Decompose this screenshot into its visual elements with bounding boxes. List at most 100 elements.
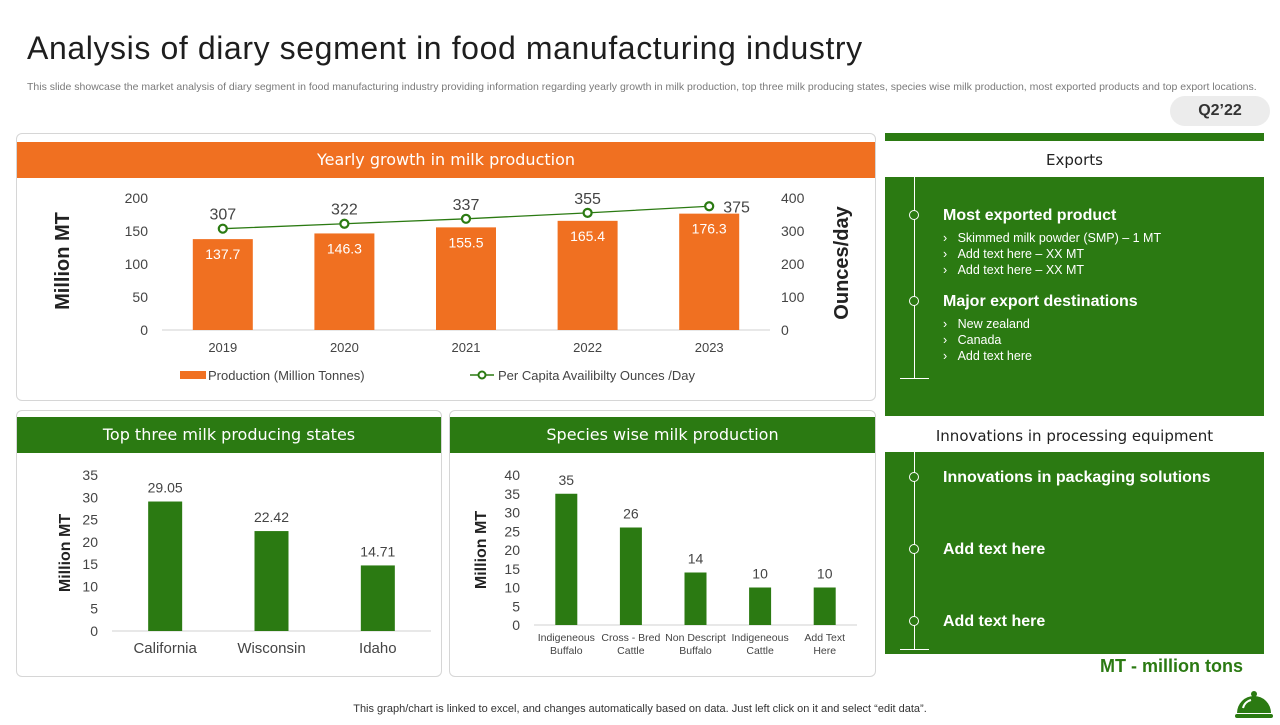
bar-data-label: 10 (752, 566, 768, 582)
export-sub-item: › Add text here – XX MT (943, 263, 1085, 277)
timeline-dot-icon (909, 544, 919, 554)
innovations-timeline-end (900, 649, 929, 650)
export-sub-item: › Add text here (943, 349, 1032, 363)
bar (148, 501, 183, 631)
y-axis-title: Million MT (52, 212, 74, 310)
bar-production (557, 220, 618, 330)
page-title: Analysis of diary segment in food manufa… (27, 30, 863, 66)
page-subtitle: This slide showcase the market analysis … (27, 81, 1257, 93)
y2-tick-label: 100 (781, 289, 805, 305)
x-tick-label: Cattle (617, 645, 645, 657)
yearly-growth-panel: Yearly growth in milk production 0 50 100 1… (16, 133, 876, 401)
y-tick-label: 30 (504, 505, 520, 521)
x-tick-label: Wisconsin (237, 640, 305, 657)
innovations-box: Innovations in packaging solutions Add t… (885, 452, 1264, 654)
y-tick-label: 100 (125, 256, 149, 272)
y-tick-label: 5 (90, 601, 98, 617)
legend-marker-per-capita (477, 370, 487, 380)
y-tick-label: 10 (82, 578, 98, 594)
line-point (460, 213, 472, 224)
line-data-label: 375 (723, 199, 750, 216)
export-item-title: Most exported product (943, 207, 1117, 224)
yearly-growth-header: Yearly growth in milk production (17, 142, 875, 178)
line-point (704, 201, 715, 212)
line-data-label: 307 (209, 207, 236, 224)
timeline-dot-icon (909, 472, 919, 482)
bar-data-label: 14.71 (360, 543, 395, 559)
y-tick-label: 35 (82, 467, 98, 483)
innovations-heading: Innovations in processing equipment (935, 427, 1214, 445)
y2-axis-title: Ounces/day (831, 205, 853, 319)
export-sub-item: › Add text here – XX MT (943, 247, 1085, 261)
bar-data-label: 137.7 (205, 246, 240, 262)
x-tick-label: Cattle (746, 645, 774, 657)
quarter-badge: Q2’22 (1170, 96, 1270, 126)
top-states-panel: Top three milk producing states 0 5 10 15 20… (16, 410, 442, 677)
y2-tick-label: 400 (781, 190, 805, 206)
x-tick-label: Add Text (804, 632, 845, 644)
export-sub-item: › Canada (943, 333, 1002, 347)
innovation-item: Add text here (943, 613, 1046, 630)
bar (254, 531, 289, 631)
bar-data-label: 35 (559, 472, 575, 488)
y-tick-label: 50 (132, 289, 148, 305)
bar (619, 527, 642, 625)
line-point (582, 207, 593, 218)
line-point (217, 223, 228, 234)
bar-data-label: 176.3 (692, 221, 727, 237)
chevron-right-icon: › (943, 317, 958, 331)
y-tick-label: 30 (82, 489, 98, 505)
y-tick-label: 25 (504, 523, 520, 539)
y-tick-label: 40 (504, 467, 520, 483)
bar (684, 572, 707, 625)
top-states-title: Top three milk producing states (102, 425, 356, 444)
chevron-right-icon: › (943, 247, 958, 261)
bar-data-label: 10 (817, 566, 833, 582)
x-tick-label: California (133, 640, 197, 657)
y2-tick-label: 300 (781, 223, 805, 239)
y-axis-title: Million MT (473, 511, 490, 589)
y-tick-label: 15 (504, 561, 520, 577)
chevron-right-icon: › (943, 333, 958, 347)
x-tick-label: 2020 (330, 340, 359, 355)
y2-tick-label: 0 (781, 322, 789, 338)
y-tick-label: 20 (82, 534, 98, 550)
export-sub-item: › Skimmed milk powder (SMP) – 1 MT (943, 231, 1162, 245)
x-tick-label: Idaho (359, 640, 397, 657)
bar-data-label: 165.4 (570, 228, 605, 244)
x-tick-label: 2019 (208, 340, 237, 355)
y-tick-label: 0 (512, 617, 520, 633)
innovation-item: Add text here (943, 541, 1046, 558)
y-tick-label: 20 (504, 542, 520, 558)
y-axis-title: Million MT (57, 514, 74, 592)
y-tick-label: 150 (125, 223, 149, 239)
bar-production (679, 213, 740, 330)
y-tick-label: 0 (140, 322, 148, 338)
bar-data-label: 29.05 (148, 480, 183, 496)
exports-timeline-end (900, 378, 929, 379)
line-data-label: 337 (453, 197, 480, 214)
legend-label-per-capita: Per Capita Availibilty Ounces /Day (498, 368, 696, 383)
y-tick-label: 0 (90, 623, 98, 639)
exports-box: Most exported product › Skimmed milk pow… (885, 177, 1264, 416)
y-tick-label: 200 (125, 190, 149, 206)
x-tick-label: Indigeneous (731, 632, 788, 644)
yearly-growth-title: Yearly growth in milk production (316, 150, 576, 169)
exports-heading: Exports (1046, 151, 1103, 169)
y2-tick-label: 200 (781, 256, 805, 272)
line-data-label: 355 (574, 191, 601, 208)
bar (360, 565, 395, 631)
export-item-title: Major export destinations (943, 293, 1138, 310)
bar-production (314, 233, 375, 330)
bar-data-label: 155.5 (448, 234, 483, 250)
x-tick-label: Here (813, 645, 836, 657)
footer-note: This graph/chart is linked to excel, and… (353, 703, 927, 715)
mt-note: MT - million tons (1100, 656, 1243, 676)
species-header: Species wise milk production (450, 417, 875, 453)
legend-label-production: Production (Million Tonnes) (208, 368, 365, 383)
bar-production (192, 239, 253, 330)
x-tick-label: Non Descript (665, 632, 726, 644)
y-tick-label: 35 (504, 486, 520, 502)
x-tick-label: Buffalo (679, 645, 712, 657)
chevron-right-icon: › (943, 349, 958, 363)
